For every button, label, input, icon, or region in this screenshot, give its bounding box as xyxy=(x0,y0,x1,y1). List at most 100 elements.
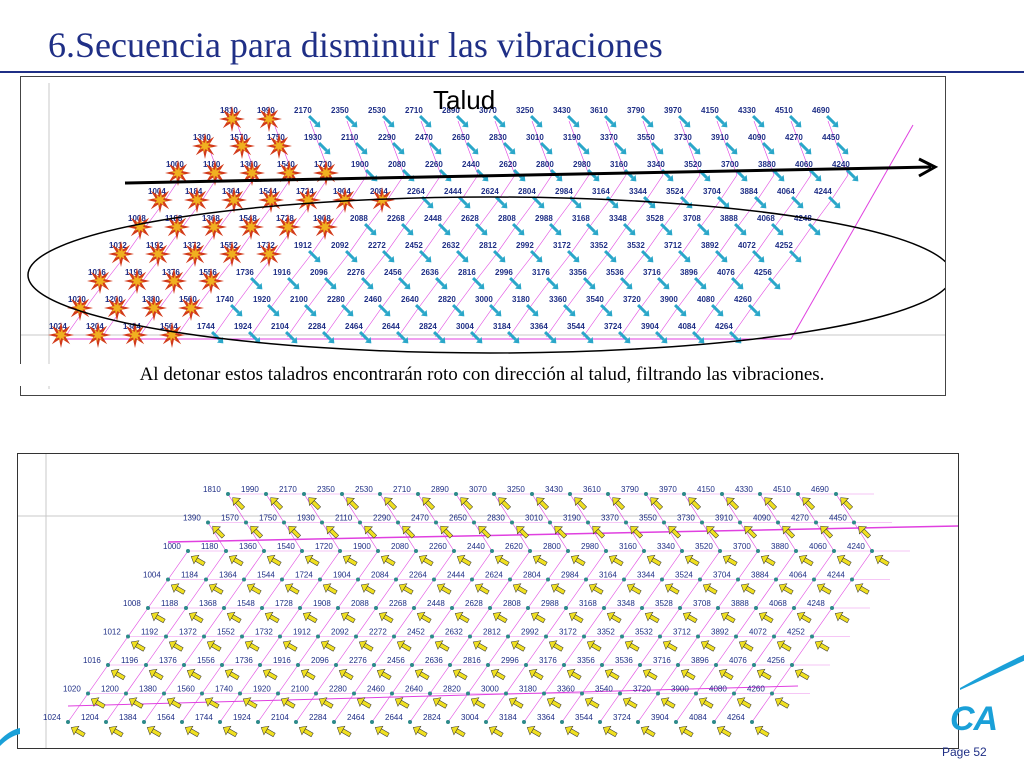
hole-delay-label: 3892 xyxy=(701,241,719,250)
arrow-icon xyxy=(472,640,488,652)
arrow-icon xyxy=(586,640,602,652)
hole-delay-label: 2092 xyxy=(331,241,349,250)
arrow-icon xyxy=(642,195,656,209)
hole-delay-label: 2080 xyxy=(391,542,409,551)
arrow-icon xyxy=(554,525,568,539)
hole-delay-label: 2444 xyxy=(444,187,462,196)
blast-hole-icon xyxy=(396,520,400,525)
hole-delay-label: 4510 xyxy=(773,485,791,494)
hole-delay-label: 3348 xyxy=(609,214,627,223)
arrow-icon xyxy=(168,640,184,652)
detonation-burst-icon xyxy=(275,214,301,240)
arrow-icon xyxy=(498,497,512,511)
hole-delay-label: 1916 xyxy=(273,656,291,665)
hole-delay-label: 3884 xyxy=(740,187,758,196)
arrow-icon xyxy=(188,611,204,624)
arrow-icon xyxy=(664,583,680,595)
blast-hole-icon xyxy=(446,720,450,724)
hole-delay-label: 1724 xyxy=(296,187,314,196)
arrow-icon xyxy=(488,725,504,738)
arrow-icon xyxy=(530,611,546,624)
hole-delay-label: 3176 xyxy=(532,268,550,277)
hole-delay-label: 1912 xyxy=(293,628,311,637)
blast-hole-icon xyxy=(432,577,436,582)
hole-delay-label: 4270 xyxy=(791,514,809,523)
arrow-icon xyxy=(360,583,376,595)
arrow-icon xyxy=(626,583,642,595)
arrow-icon xyxy=(796,611,812,624)
hole-delay-label: 2084 xyxy=(371,571,389,580)
arrow-icon xyxy=(697,168,711,182)
hole-delay-label: 1736 xyxy=(236,268,254,277)
arrow-icon xyxy=(758,611,774,624)
arrow-icon xyxy=(529,114,543,128)
blast-hole-icon xyxy=(430,634,434,639)
top-diagram-caption: Al detonar estos taladros encontrarán ro… xyxy=(20,364,944,386)
arrow-icon xyxy=(418,554,434,567)
blast-hole-icon xyxy=(410,663,414,667)
hole-delay-label: 3790 xyxy=(621,485,639,494)
hole-delay-label: 1364 xyxy=(219,571,237,580)
blast-hole-icon xyxy=(448,663,452,667)
blast-hole-icon xyxy=(244,520,248,525)
hole-delay-label: 1720 xyxy=(315,542,333,551)
hole-delay-label: 1204 xyxy=(81,713,99,722)
detonation-burst-icon xyxy=(104,295,130,321)
arrow-icon xyxy=(582,276,596,290)
hole-delay-label: 3900 xyxy=(671,685,689,694)
arrow-icon xyxy=(640,114,654,128)
arrow-icon xyxy=(623,168,637,182)
hole-delay-label: 3190 xyxy=(563,514,581,523)
hole-delay-label: 1184 xyxy=(185,187,203,196)
blast-hole-icon xyxy=(638,663,642,667)
hole-delay-label: 3172 xyxy=(553,241,571,250)
hole-delay-label: 2276 xyxy=(349,656,367,665)
hole-delay-label: 2100 xyxy=(290,295,308,304)
blast-hole-icon xyxy=(226,492,230,496)
hole-delay-label: 3070 xyxy=(479,106,497,115)
arrow-icon xyxy=(376,668,392,681)
arrow-icon xyxy=(264,611,280,624)
arrow-icon xyxy=(510,640,526,652)
arrow-icon xyxy=(854,583,870,595)
arrow-icon xyxy=(756,668,772,681)
arrow-icon xyxy=(753,195,767,209)
arrow-icon xyxy=(807,222,821,236)
arrow-icon xyxy=(206,640,222,652)
hole-delay-label: 4260 xyxy=(747,685,765,694)
arrow-icon xyxy=(336,725,352,738)
hole-delay-label: 3716 xyxy=(653,656,671,665)
hole-delay-label: 3004 xyxy=(461,713,479,722)
blast-hole-icon xyxy=(452,549,456,553)
arrow-icon xyxy=(722,554,738,567)
blast-hole-icon xyxy=(564,606,568,610)
hole-delay-label: 2350 xyxy=(331,106,349,115)
blast-hole-icon xyxy=(472,520,476,525)
hole-delay-label: 1916 xyxy=(273,268,291,277)
hole-delay-label: 1548 xyxy=(237,599,255,608)
blast-hole-icon xyxy=(258,663,262,667)
arrow-icon xyxy=(617,330,631,344)
arrow-icon xyxy=(706,525,720,539)
hole-delay-label: 2644 xyxy=(382,322,400,331)
blast-hole-icon xyxy=(146,606,150,610)
hole-delay-label: 2460 xyxy=(364,295,382,304)
blast-hole-icon xyxy=(218,720,222,724)
arrow-icon xyxy=(677,114,691,128)
arrow-icon xyxy=(400,222,414,236)
arrow-icon xyxy=(434,276,448,290)
hole-delay-label: 2096 xyxy=(310,268,328,277)
hole-delay-label: 1376 xyxy=(159,656,177,665)
hole-delay-label: 3540 xyxy=(595,685,613,694)
blast-sequence-diagram-top: 1810 1990 2170 2350 2530 2710 2890 3070 3250 3430… xyxy=(20,76,946,396)
arrow-icon xyxy=(229,303,243,317)
blast-hole-icon xyxy=(586,520,590,525)
blast-hole-icon xyxy=(390,691,394,696)
arrow-icon xyxy=(525,303,539,317)
blast-hole-icon xyxy=(164,634,168,639)
blast-hole-icon xyxy=(224,549,228,553)
hole-delay-label: 1900 xyxy=(353,542,371,551)
arrow-icon xyxy=(716,725,732,738)
arrow-icon xyxy=(434,640,450,652)
arrow-icon xyxy=(300,668,316,681)
